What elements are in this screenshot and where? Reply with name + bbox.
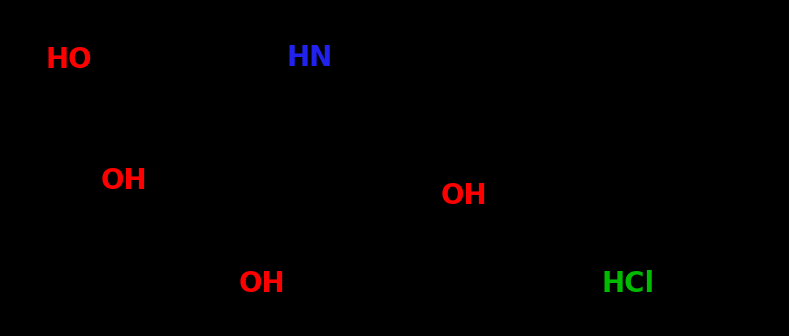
Text: HCl: HCl xyxy=(601,270,654,298)
Text: OH: OH xyxy=(101,167,148,195)
Text: OH: OH xyxy=(440,181,487,210)
Text: HN: HN xyxy=(286,44,333,72)
Text: HO: HO xyxy=(46,46,92,74)
Text: OH: OH xyxy=(238,270,285,298)
